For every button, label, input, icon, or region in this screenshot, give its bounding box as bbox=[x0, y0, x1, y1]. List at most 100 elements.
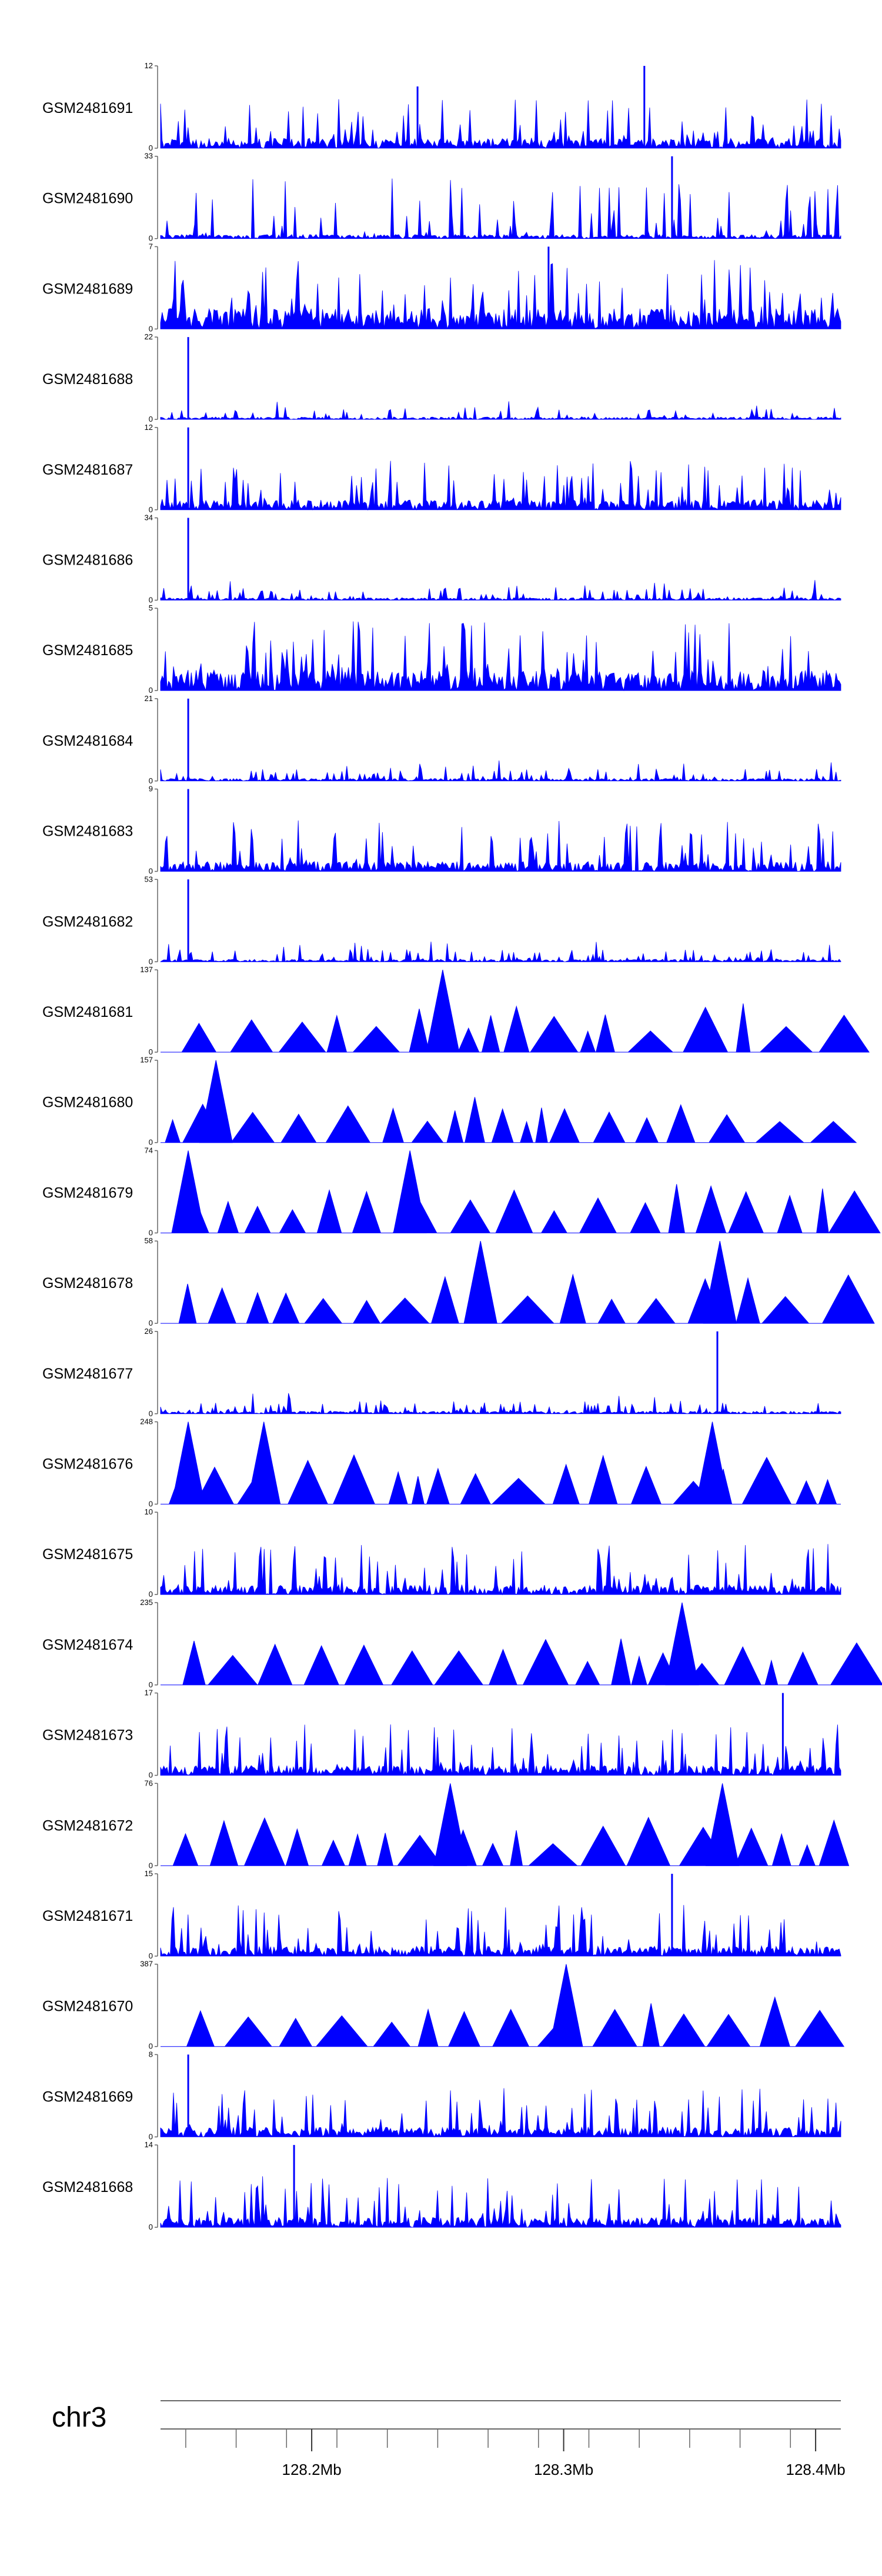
coverage-area bbox=[161, 1639, 882, 1686]
track-label: GSM2481679 bbox=[42, 1184, 133, 1201]
track-GSM2481678: GSM2481678 58 0 bbox=[42, 1236, 875, 1327]
coverage-peak bbox=[393, 1150, 427, 1233]
track-label: GSM2481686 bbox=[42, 552, 133, 569]
y-min-label: 0 bbox=[149, 1138, 153, 1147]
track-GSM2481673: GSM2481673 17 0 bbox=[42, 1689, 841, 1780]
y-min-label: 0 bbox=[149, 1500, 153, 1509]
track-label: GSM2481685 bbox=[42, 642, 133, 659]
track-label: GSM2481691 bbox=[42, 100, 133, 116]
track-label: GSM2481671 bbox=[42, 1908, 133, 1924]
coverage-area bbox=[160, 1544, 841, 1596]
track-GSM2481672: GSM2481672 76 0 bbox=[42, 1778, 850, 1870]
track-GSM2481691: GSM2481691 12 0 bbox=[42, 61, 841, 152]
track-label: GSM2481690 bbox=[42, 191, 133, 207]
y-min-label: 0 bbox=[149, 867, 153, 876]
coverage-peak bbox=[171, 1150, 205, 1233]
y-min-label: 0 bbox=[149, 144, 153, 152]
y-min-label: 0 bbox=[149, 1861, 153, 1870]
coverage-area bbox=[160, 1905, 841, 1957]
coverage-area bbox=[161, 1273, 875, 1324]
y-min-label: 0 bbox=[149, 1951, 153, 1960]
coverage-peak bbox=[703, 1241, 737, 1324]
y-min-label: 0 bbox=[149, 1771, 153, 1780]
track-GSM2481684: GSM2481684 21 0 bbox=[42, 694, 841, 785]
coverage-peak bbox=[199, 1060, 233, 1143]
coverage-area bbox=[160, 461, 841, 511]
coverage-area bbox=[160, 820, 841, 872]
coverage-peak bbox=[433, 1783, 467, 1866]
y-max-label: 12 bbox=[145, 61, 153, 70]
track-label: GSM2481683 bbox=[42, 823, 133, 840]
coverage-area bbox=[160, 99, 841, 149]
track-GSM2481670: GSM2481670 387 0 bbox=[42, 1960, 845, 2051]
track-GSM2481677: GSM2481677 26 0 bbox=[42, 1327, 841, 1418]
tracks-group: GSM2481691120GSM2481690330GSM248168970GS… bbox=[42, 61, 882, 2231]
y-min-label: 0 bbox=[149, 1228, 153, 1237]
track-label: GSM2481682 bbox=[42, 913, 133, 930]
y-min-label: 0 bbox=[149, 1409, 153, 1418]
y-min-label: 0 bbox=[149, 2132, 153, 2141]
track-label: GSM2481687 bbox=[42, 462, 133, 478]
coverage-area bbox=[160, 1724, 841, 1776]
coverage-area bbox=[161, 1996, 845, 2047]
y-min-label: 0 bbox=[149, 1047, 153, 1056]
y-min-label: 0 bbox=[149, 596, 153, 605]
y-min-label: 0 bbox=[149, 776, 153, 785]
coverage-area bbox=[160, 760, 841, 782]
axis-ticks: 128.2Mb 128.3Mb 128.4Mb bbox=[185, 2429, 846, 2478]
track-label: GSM2481675 bbox=[42, 1546, 133, 1563]
track-GSM2481682: GSM2481682 53 0 bbox=[42, 875, 841, 966]
coverage-peak bbox=[463, 1241, 497, 1324]
y-max-label: 15 bbox=[145, 1869, 153, 1878]
coverage-area bbox=[160, 178, 841, 240]
y-min-label: 0 bbox=[149, 234, 153, 243]
track-GSM2481687: GSM2481687 12 0 bbox=[42, 423, 841, 514]
y-max-label: 21 bbox=[145, 694, 153, 703]
y-max-label: 58 bbox=[145, 1236, 153, 1245]
track-label: GSM2481684 bbox=[42, 733, 133, 749]
y-min-label: 0 bbox=[149, 1590, 153, 1599]
coverage-area bbox=[160, 621, 841, 692]
y-max-label: 137 bbox=[140, 965, 153, 974]
chromosome-label: chr3 bbox=[52, 2402, 106, 2433]
y-max-label: 74 bbox=[145, 1146, 153, 1154]
track-GSM2481681: GSM2481681 137 0 bbox=[42, 965, 870, 1056]
y-min-label: 0 bbox=[149, 957, 153, 966]
track-label: GSM2481677 bbox=[42, 1366, 133, 1382]
y-max-label: 387 bbox=[140, 1960, 153, 1968]
y-min-label: 0 bbox=[149, 1319, 153, 1327]
track-label: GSM2481673 bbox=[42, 1727, 133, 1744]
y-max-label: 53 bbox=[145, 875, 153, 883]
coverage-area bbox=[161, 1003, 870, 1053]
y-min-label: 0 bbox=[149, 686, 153, 695]
coverage-area bbox=[160, 1393, 841, 1414]
track-GSM2481671: GSM2481671 15 0 bbox=[42, 1869, 841, 1960]
y-max-label: 9 bbox=[149, 785, 153, 793]
coverage-area bbox=[160, 401, 841, 420]
y-max-label: 7 bbox=[149, 242, 153, 251]
coverage-area bbox=[161, 1097, 857, 1143]
axis-tick-label: 128.3Mb bbox=[534, 2461, 593, 2478]
coverage-area bbox=[160, 2088, 841, 2138]
track-label: GSM2481681 bbox=[42, 1004, 133, 1020]
track-GSM2481680: GSM2481680 157 0 bbox=[42, 1056, 857, 1147]
track-label: GSM2481674 bbox=[42, 1637, 133, 1653]
track-label: GSM2481678 bbox=[42, 1275, 133, 1292]
y-max-label: 76 bbox=[145, 1778, 153, 1787]
track-GSM2481679: GSM2481679 74 0 bbox=[42, 1146, 881, 1237]
coverage-peak bbox=[665, 1602, 699, 1686]
coverage-area bbox=[161, 1816, 850, 1866]
genome-axis: chr3 128.2Mb 128.3Mb 128.4Mb bbox=[52, 2400, 846, 2478]
track-GSM2481685: GSM2481685 5 0 bbox=[42, 603, 841, 695]
track-label: GSM2481670 bbox=[42, 1998, 133, 2015]
coverage-peak bbox=[705, 1783, 740, 1866]
track-GSM2481686: GSM2481686 34 0 bbox=[42, 513, 841, 605]
track-label: GSM2481668 bbox=[42, 2179, 133, 2195]
y-max-label: 33 bbox=[145, 152, 153, 161]
coverage-peak bbox=[426, 969, 460, 1053]
axis-tick-label: 128.4Mb bbox=[786, 2461, 846, 2478]
y-max-label: 34 bbox=[145, 513, 153, 522]
coverage-area bbox=[160, 942, 841, 963]
y-min-label: 0 bbox=[149, 505, 153, 514]
coverage-area bbox=[160, 2176, 841, 2228]
